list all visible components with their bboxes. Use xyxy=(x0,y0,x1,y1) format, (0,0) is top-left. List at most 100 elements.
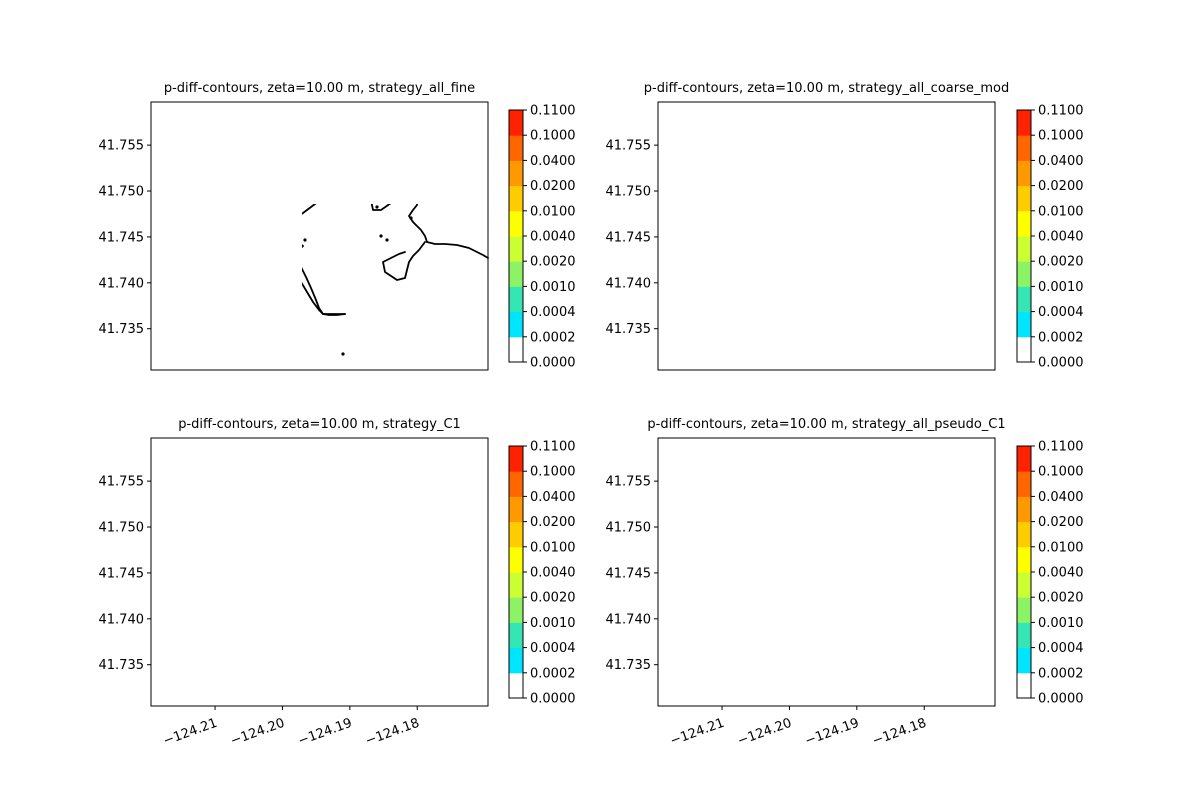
axes-frame xyxy=(657,437,996,707)
island-dot xyxy=(882,205,885,208)
island-dot xyxy=(161,157,164,160)
coastline-segment xyxy=(295,575,303,584)
x-tick-label: −124.21 xyxy=(668,716,726,749)
coastline-segment xyxy=(934,578,995,594)
island-dot xyxy=(882,541,885,544)
y-tick-label: 41.735 xyxy=(99,658,145,673)
island-dot xyxy=(375,205,379,209)
coastline-segment xyxy=(766,572,778,582)
island-dot xyxy=(385,238,389,242)
island-dot xyxy=(409,552,412,555)
island-dot xyxy=(680,162,683,165)
island-dot xyxy=(668,493,671,496)
island-dot xyxy=(233,227,236,230)
colorbar-tick-label: 0.1100 xyxy=(530,440,576,455)
colorbar: 0.0000 0.0002 0.0004 0.0010 0.0020 0.0040 0.01… xyxy=(508,440,576,707)
colorbar-bin xyxy=(509,311,523,338)
colorbar-bin xyxy=(509,647,523,674)
coastline-segment xyxy=(890,242,932,280)
y-tick-label: 41.735 xyxy=(606,658,652,673)
subplot-2: p-diff-contours, zeta=10.00 m, strategy_… xyxy=(606,81,1084,371)
x-tick-label: −124.18 xyxy=(870,716,928,749)
coastline xyxy=(658,438,995,692)
colorbar-tick-label: 0.0100 xyxy=(1038,540,1084,555)
colorbar-bin xyxy=(1017,185,1031,212)
coastline-segment xyxy=(800,250,852,315)
island-dot xyxy=(379,570,382,573)
colorbar-bin xyxy=(509,521,523,548)
axes-frame xyxy=(150,437,489,707)
colorbar-tick-label: 0.1100 xyxy=(1038,440,1084,455)
coastline-segment xyxy=(302,244,304,249)
colorbar-bin xyxy=(1017,311,1031,338)
island-dot xyxy=(173,162,176,165)
island-dot xyxy=(916,552,919,555)
coastline-segment xyxy=(890,578,932,616)
colorbar-bin xyxy=(1017,622,1031,649)
colorbar-tick-label: 0.1000 xyxy=(1038,129,1084,144)
colorbar-tick-label: 0.0020 xyxy=(1038,591,1084,606)
colorbar-tick-label: 0.0004 xyxy=(530,641,576,656)
colorbar-tick-label: 0.0040 xyxy=(530,230,576,245)
colorbar-bin xyxy=(509,185,523,212)
coastline-segment xyxy=(151,102,292,182)
colorbar-tick-label: 0.0400 xyxy=(530,154,576,169)
island-dot xyxy=(810,238,813,241)
colorbar: 0.0000 0.0002 0.0004 0.0010 0.0020 0.0040 0.01… xyxy=(1016,440,1084,707)
colorbar-tick-label: 0.0002 xyxy=(530,330,576,345)
coastline-segment xyxy=(800,586,852,651)
colorbar-tick-label: 0.1100 xyxy=(1038,104,1084,119)
subplot-title: p-diff-contours, zeta=10.00 m, strategy_… xyxy=(647,417,1005,432)
colorbar-bin xyxy=(509,135,523,161)
coastline xyxy=(151,102,489,356)
subplot-title: p-diff-contours, zeta=10.00 m, strategy_… xyxy=(178,417,461,432)
coastline-segment xyxy=(382,241,426,281)
coastline xyxy=(658,102,995,356)
island-dot xyxy=(810,574,813,577)
colorbar-bin xyxy=(1017,261,1031,287)
colorbar-tick-label: 0.0002 xyxy=(1038,330,1084,345)
coastline-segment xyxy=(658,478,934,582)
colorbar-tick-label: 0.0040 xyxy=(530,566,576,581)
colorbar-bin xyxy=(509,622,523,649)
island-dot xyxy=(668,157,671,160)
colorbar-tick-label: 0.1000 xyxy=(530,129,576,144)
colorbar-bin xyxy=(509,336,523,363)
coastline-segment xyxy=(283,621,291,627)
colorbar-tick-label: 0.0200 xyxy=(530,515,576,530)
colorbar-tick-label: 0.0200 xyxy=(1038,515,1084,530)
y-tick-label: 41.740 xyxy=(606,276,652,291)
coastline-segment xyxy=(262,239,268,244)
colorbar-bin xyxy=(1017,236,1031,262)
y-tick-label: 41.735 xyxy=(606,322,652,337)
colorbar-bin xyxy=(509,236,523,262)
coastline-segment xyxy=(769,575,775,580)
colorbar-tick-label: 0.0020 xyxy=(530,591,576,606)
y-tick-label: 41.745 xyxy=(99,230,145,245)
y-tick-label: 41.740 xyxy=(99,612,145,627)
colorbar-tick-label: 0.0000 xyxy=(1038,356,1084,371)
subplot-1: p-diff-contours, zeta=10.00 m, strategy_… xyxy=(99,81,576,371)
coastline-segment xyxy=(283,285,291,291)
x-tick-label: −124.20 xyxy=(736,716,794,749)
coastline-segment xyxy=(259,236,271,246)
subplot-4: p-diff-contours, zeta=10.00 m, strategy_… xyxy=(606,417,1084,749)
coastline xyxy=(151,438,488,692)
colorbar-bin xyxy=(509,261,523,287)
colorbar-tick-label: 0.0100 xyxy=(530,540,576,555)
island-dot xyxy=(740,563,743,566)
coastline-segment xyxy=(302,281,346,315)
colorbar-tick-label: 0.0100 xyxy=(530,204,576,219)
colorbar-tick-label: 0.0040 xyxy=(1038,566,1084,581)
colorbar: 0.0000 0.0002 0.0004 0.0010 0.0020 0.0040 0.01… xyxy=(508,104,576,371)
island-dot xyxy=(341,688,344,691)
colorbar-tick-label: 0.0002 xyxy=(530,666,576,681)
axes-frame xyxy=(657,101,996,371)
colorbar-bin xyxy=(1017,336,1031,363)
y-tick-label: 41.750 xyxy=(99,521,145,536)
colorbar-tick-label: 0.0200 xyxy=(1038,179,1084,194)
coastline-segment xyxy=(151,478,427,582)
colorbar-tick-label: 0.0010 xyxy=(1038,280,1084,295)
colorbar-tick-label: 0.1100 xyxy=(530,104,576,119)
colorbar-bin xyxy=(509,471,523,497)
